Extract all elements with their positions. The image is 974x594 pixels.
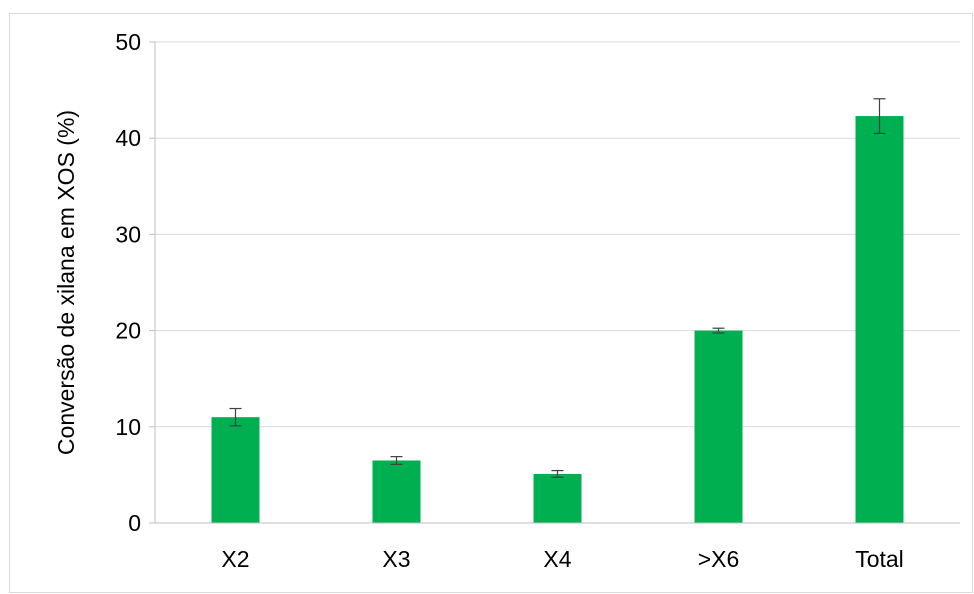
y-axis-title: Conversão de xilana em XOS (%) xyxy=(53,110,79,455)
bar xyxy=(855,116,904,523)
y-tick-label: 10 xyxy=(115,414,141,440)
axes xyxy=(149,41,960,524)
chart-frame xyxy=(9,13,973,593)
y-tick-label: 50 xyxy=(115,29,141,55)
y-tick-label: 0 xyxy=(128,510,141,536)
y-tick-label: 40 xyxy=(115,125,141,151)
x-tick-labels: X2 X3 X4 >X6 Total xyxy=(221,546,903,572)
bar xyxy=(694,330,743,523)
x-tick-label: X3 xyxy=(382,546,410,572)
gridlines xyxy=(155,41,960,428)
x-tick-label: X2 xyxy=(221,546,249,572)
bar xyxy=(211,417,260,523)
x-tick-label: >X6 xyxy=(698,546,740,572)
y-tick-label: 30 xyxy=(115,221,141,247)
y-tick-label: 20 xyxy=(115,318,141,344)
error-bars xyxy=(229,98,886,478)
bar xyxy=(372,460,421,523)
bar xyxy=(533,473,582,523)
y-tick-labels: 0 10 20 30 40 50 xyxy=(115,29,141,536)
x-tick-label: Total xyxy=(855,546,904,572)
bars xyxy=(211,116,904,523)
x-tick-label: X4 xyxy=(543,546,571,572)
